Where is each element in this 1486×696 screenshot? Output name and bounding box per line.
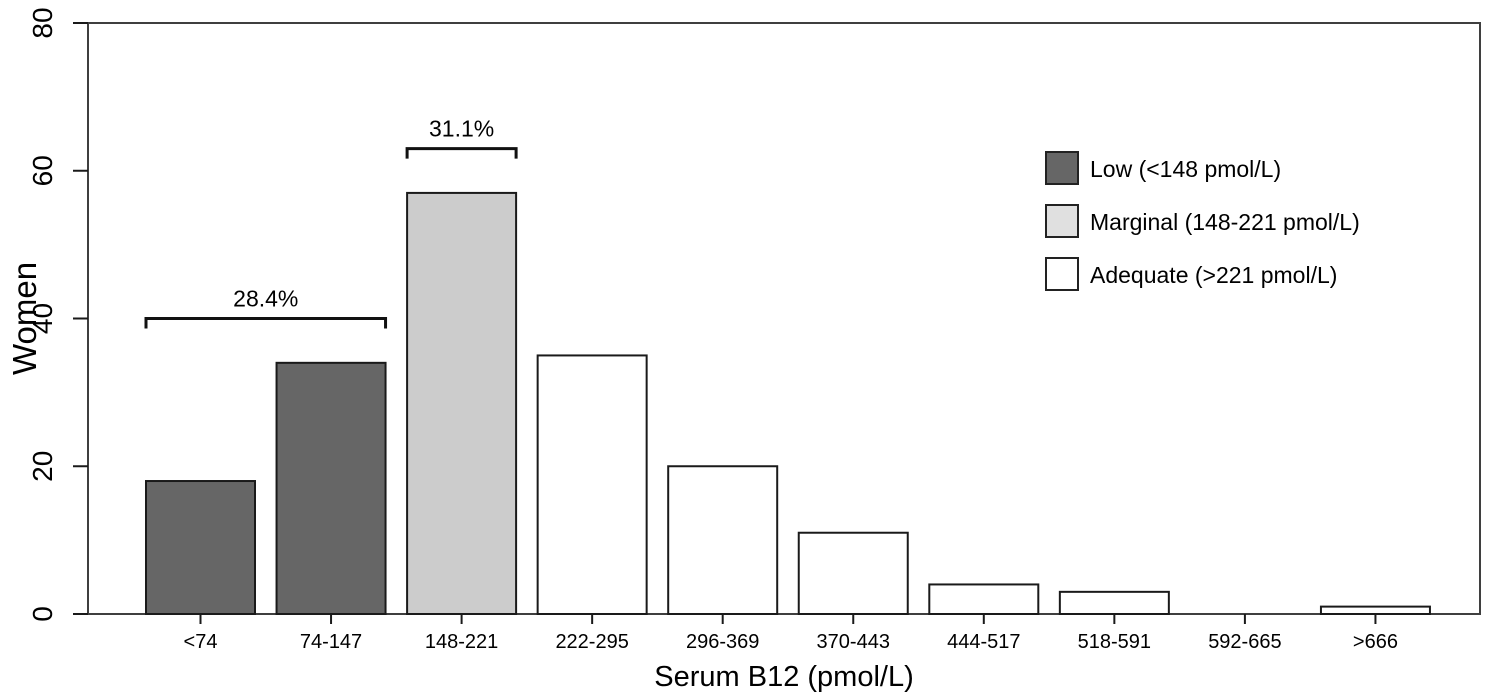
- x-tick-label: 222-295: [555, 631, 628, 653]
- x-tick-label: <74: [184, 631, 218, 653]
- x-tick-label: >666: [1353, 631, 1398, 653]
- x-tick-label: 296-369: [686, 631, 759, 653]
- legend-swatch: [1045, 204, 1079, 238]
- bar-adequate: [928, 583, 1040, 616]
- y-axis-label: Women: [6, 262, 43, 375]
- x-tick-label: 592-665: [1208, 631, 1281, 653]
- bar-marginal: [406, 191, 518, 615]
- bar-adequate: [797, 531, 909, 615]
- y-tick-label: 60: [27, 155, 58, 186]
- legend-swatch: [1045, 151, 1079, 185]
- bar-adequate: [536, 354, 648, 615]
- x-axis-label: Serum B12 (pmol/L): [654, 661, 914, 693]
- legend-label: Marginal (148-221 pmol/L): [1090, 209, 1360, 235]
- y-tick-label: 20: [27, 451, 58, 482]
- x-tick-label: 148-221: [425, 631, 498, 653]
- legend-label: Adequate (>221 pmol/L): [1090, 262, 1337, 288]
- legend-swatch: [1045, 257, 1079, 291]
- bar-adequate: [667, 465, 779, 615]
- x-tick-label: 444-517: [947, 631, 1020, 653]
- y-tick-label: 80: [27, 7, 58, 38]
- y-tick-label: 0: [27, 606, 58, 622]
- x-tick-label: 518-591: [1078, 631, 1151, 653]
- x-tick-label: 74-147: [300, 631, 362, 653]
- bracket-label: 28.4%: [233, 286, 298, 312]
- y-tick-label: 40: [27, 303, 58, 334]
- bar-adequate: [1058, 590, 1170, 616]
- bar-low: [145, 480, 256, 615]
- bracket-label: 31.1%: [429, 116, 494, 142]
- bar-adequate: [1319, 605, 1431, 615]
- bar-low: [275, 361, 387, 616]
- percentage-bracket: [144, 317, 388, 329]
- percentage-bracket: [405, 147, 518, 159]
- x-tick-label: 370-443: [817, 631, 890, 653]
- legend-label: Low (<148 pmol/L): [1090, 156, 1281, 182]
